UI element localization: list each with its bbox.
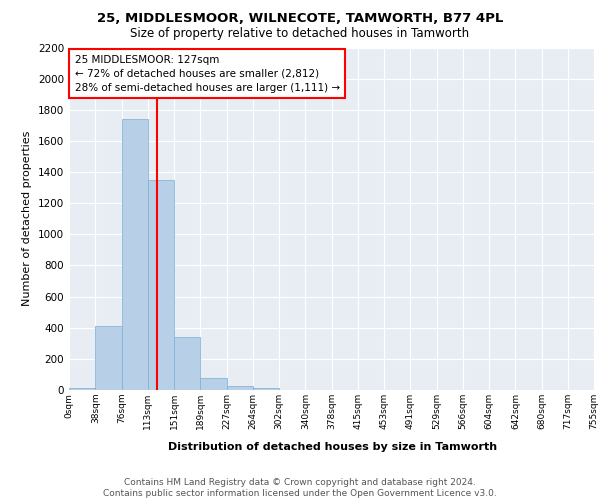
Bar [174,337,200,390]
Text: Size of property relative to detached houses in Tamworth: Size of property relative to detached ho… [130,28,470,40]
Text: Distribution of detached houses by size in Tamworth: Distribution of detached houses by size … [169,442,497,452]
Y-axis label: Number of detached properties: Number of detached properties [22,131,32,306]
Bar [69,388,95,390]
Bar [227,386,253,390]
Bar [253,388,279,390]
Bar [148,180,174,390]
Bar [200,378,227,390]
Text: Contains HM Land Registry data © Crown copyright and database right 2024.
Contai: Contains HM Land Registry data © Crown c… [103,478,497,498]
Bar [95,326,122,390]
Text: 25 MIDDLESMOOR: 127sqm
← 72% of detached houses are smaller (2,812)
28% of semi-: 25 MIDDLESMOOR: 127sqm ← 72% of detached… [74,54,340,92]
Text: 25, MIDDLESMOOR, WILNECOTE, TAMWORTH, B77 4PL: 25, MIDDLESMOOR, WILNECOTE, TAMWORTH, B7… [97,12,503,26]
Bar [122,119,148,390]
